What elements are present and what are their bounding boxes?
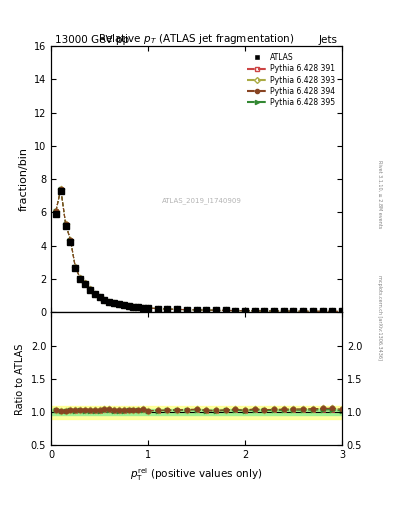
Text: Rivet 3.1.10, ≥ 2.8M events: Rivet 3.1.10, ≥ 2.8M events [377, 160, 382, 229]
Y-axis label: Ratio to ATLAS: Ratio to ATLAS [15, 343, 25, 415]
Text: Jets: Jets [319, 35, 338, 45]
Bar [51, 409, 342, 416]
X-axis label: $p_{\rm T}^{\rm rel}$ (positive values only): $p_{\rm T}^{\rm rel}$ (positive values o… [130, 466, 263, 483]
Text: ATLAS_2019_I1740909: ATLAS_2019_I1740909 [162, 197, 242, 204]
Y-axis label: fraction/bin: fraction/bin [18, 147, 28, 211]
Text: mcplots.cern.ch [arXiv:1306.3436]: mcplots.cern.ch [arXiv:1306.3436] [377, 275, 382, 360]
Bar [51, 406, 342, 419]
Title: Relative $p_T$ (ATLAS jet fragmentation): Relative $p_T$ (ATLAS jet fragmentation) [98, 32, 295, 46]
Legend: ATLAS, Pythia 6.428 391, Pythia 6.428 393, Pythia 6.428 394, Pythia 6.428 395: ATLAS, Pythia 6.428 391, Pythia 6.428 39… [244, 50, 338, 110]
Text: 13000 GeV pp: 13000 GeV pp [55, 35, 129, 45]
